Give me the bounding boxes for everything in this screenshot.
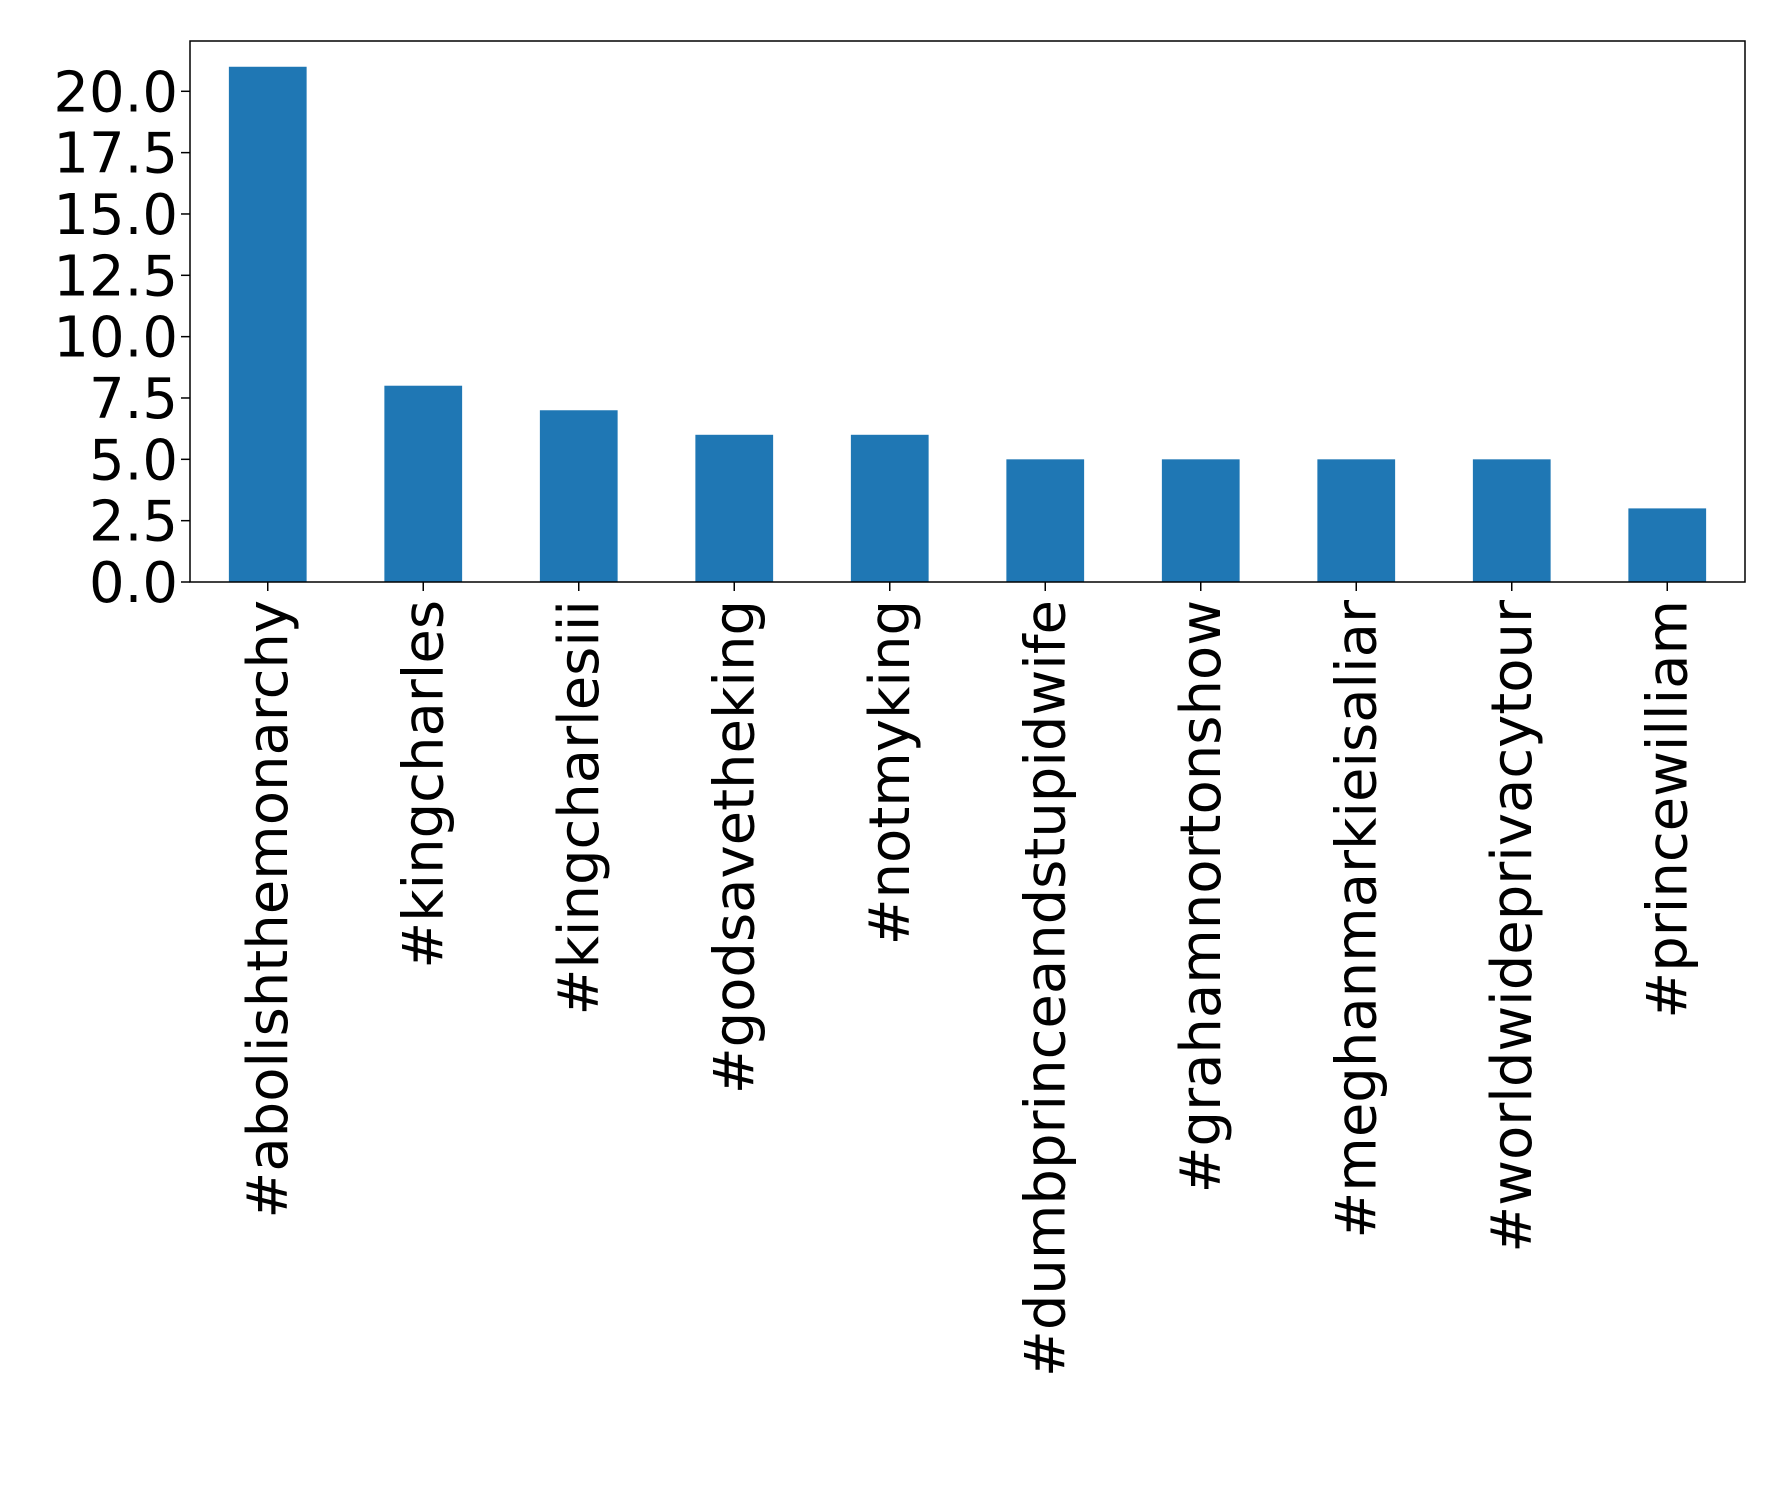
y-axis: 0.02.55.07.510.012.515.017.520.0	[53, 60, 190, 616]
y-tick-label: 2.5	[89, 490, 178, 555]
x-tick-label: #kingcharles	[391, 600, 456, 969]
bar-meghanmarkieisaliar	[1317, 459, 1396, 582]
bar-kingcharles	[384, 385, 463, 582]
y-tick-label: 5.0	[89, 428, 178, 493]
bar-godsavetheking	[695, 434, 774, 582]
bar-princewilliam	[1628, 508, 1707, 582]
y-tick-label: 20.0	[53, 60, 178, 125]
y-tick-label: 17.5	[53, 122, 178, 187]
x-tick-label: #meghanmarkieisaliar	[1324, 599, 1389, 1239]
x-axis: #abolishthemonarchy #kingcharles #kingchar…	[236, 582, 1700, 1377]
x-tick-label: #godsavetheking	[702, 600, 767, 1094]
x-tick-label: #dumbprinceandstupidwife	[1013, 600, 1078, 1377]
x-tick-label: #kingcharlesiii	[547, 600, 612, 1015]
x-tick-label: #worldwideprivacytour	[1480, 599, 1545, 1253]
x-tick-label: #grahamnortonshow	[1169, 600, 1234, 1193]
y-tick-label: 10.0	[53, 306, 178, 371]
bar-abolishthemonarchy	[228, 66, 307, 582]
x-tick-label: #abolishthemonarchy	[236, 600, 301, 1219]
bar-dumbprinceandstupidwife	[1006, 459, 1085, 582]
y-tick-label: 15.0	[53, 183, 178, 248]
bar-grahamnortonshow	[1161, 459, 1240, 582]
bar-notmyking	[850, 434, 929, 582]
y-tick-label: 12.5	[53, 244, 178, 309]
y-tick-label: 7.5	[89, 367, 178, 432]
y-tick-label: 0.0	[89, 551, 178, 616]
x-tick-label: #notmyking	[858, 600, 923, 945]
bar-worldwideprivacytour	[1472, 459, 1551, 582]
bars-layer	[228, 66, 1707, 582]
x-tick-label: #princewilliam	[1635, 600, 1700, 1019]
bar-kingcharlesiii	[539, 410, 618, 582]
plot-area-frame	[189, 40, 1746, 583]
